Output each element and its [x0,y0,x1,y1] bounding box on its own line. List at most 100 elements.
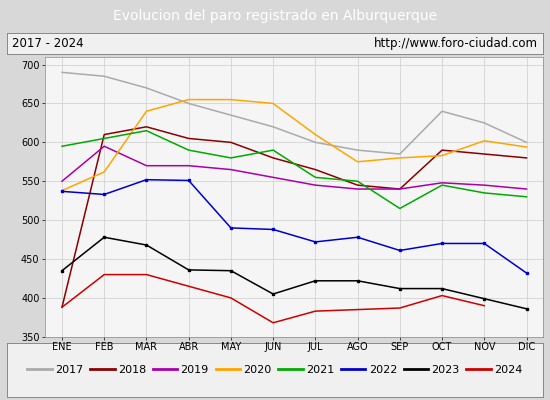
2018 [59,305,65,310]
Text: 2017 - 2024: 2017 - 2024 [12,37,84,50]
2023 [439,286,446,291]
2021 [59,144,65,149]
2023 [143,243,150,248]
2020 [312,132,318,137]
2022 [439,241,446,246]
Legend: 2017, 2018, 2019, 2020, 2021, 2022, 2023, 2024: 2017, 2018, 2019, 2020, 2021, 2022, 2023… [23,360,527,379]
2017 [312,140,318,145]
2021 [354,179,361,184]
2018 [143,124,150,129]
2024 [228,296,234,300]
Line: 2024: 2024 [62,274,485,323]
2018 [354,183,361,188]
2017 [228,113,234,118]
2017 [354,148,361,152]
2023 [312,278,318,283]
2022 [143,177,150,182]
2022 [354,235,361,240]
Line: 2018: 2018 [62,127,526,307]
2019 [312,183,318,188]
2017 [59,70,65,75]
2024 [101,272,107,277]
2019 [185,163,192,168]
2018 [270,156,277,160]
2019 [397,187,403,192]
2023 [228,268,234,273]
2021 [228,156,234,160]
2024 [312,309,318,314]
2022 [523,271,530,276]
2023 [523,306,530,311]
2020 [143,109,150,114]
2021 [101,136,107,141]
2020 [59,188,65,193]
2022 [185,178,192,183]
2021 [312,175,318,180]
Line: 2019: 2019 [62,146,526,189]
Line: 2023: 2023 [60,236,528,310]
2019 [143,163,150,168]
2019 [270,175,277,180]
2020 [354,159,361,164]
2020 [228,97,234,102]
2024 [354,307,361,312]
2022 [270,227,277,232]
2017 [481,120,488,125]
2020 [185,97,192,102]
2018 [185,136,192,141]
2021 [185,148,192,152]
2021 [439,183,446,188]
2019 [59,179,65,184]
2020 [523,145,530,150]
2022 [481,241,488,246]
2017 [439,109,446,114]
2018 [397,187,403,192]
2021 [143,128,150,133]
2019 [101,144,107,149]
2020 [481,138,488,143]
2018 [101,132,107,137]
2023 [101,235,107,240]
2024 [397,306,403,310]
Line: 2020: 2020 [62,100,526,190]
2024 [270,320,277,325]
2023 [481,296,488,301]
2022 [101,192,107,197]
Text: Evolucion del paro registrado en Alburquerque: Evolucion del paro registrado en Alburqu… [113,9,437,23]
2018 [312,167,318,172]
2021 [270,148,277,152]
2024 [481,303,488,308]
2017 [523,140,530,145]
2017 [270,124,277,129]
2023 [59,268,65,273]
Line: 2021: 2021 [62,131,526,208]
2022 [312,240,318,244]
2024 [59,305,65,310]
2021 [397,206,403,211]
2024 [185,284,192,289]
2017 [185,101,192,106]
2019 [354,187,361,192]
Line: 2022: 2022 [60,178,528,274]
2024 [439,293,446,298]
2020 [270,101,277,106]
2017 [143,86,150,90]
2018 [228,140,234,145]
2023 [397,286,403,291]
2020 [101,170,107,174]
2017 [101,74,107,79]
2022 [397,248,403,253]
2021 [523,194,530,199]
2020 [397,156,403,160]
2023 [270,292,277,296]
2019 [228,167,234,172]
2017 [397,152,403,156]
2018 [439,148,446,152]
2018 [523,156,530,160]
2021 [481,190,488,195]
2022 [228,226,234,230]
2019 [439,180,446,185]
2023 [354,278,361,283]
2019 [481,183,488,188]
2020 [439,153,446,158]
